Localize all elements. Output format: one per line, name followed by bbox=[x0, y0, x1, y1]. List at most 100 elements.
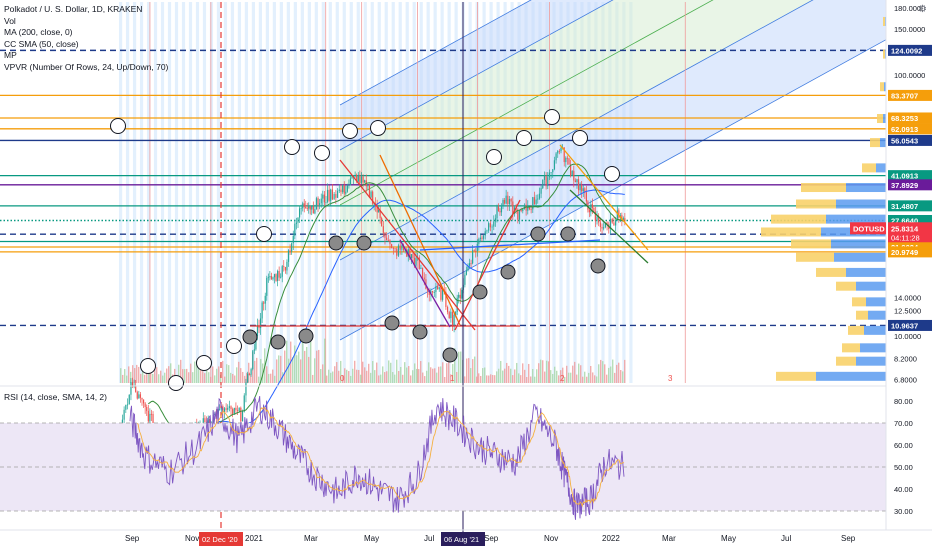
volume-bar bbox=[166, 368, 168, 383]
vpvr-bar-down bbox=[884, 82, 886, 92]
candle-body bbox=[413, 257, 416, 266]
session-stripe bbox=[286, 2, 290, 383]
candle-body bbox=[267, 277, 269, 279]
chart-title[interactable]: Polkadot / U. S. Dollar, 1D, KRAKEN bbox=[4, 4, 143, 14]
indicator-label-1[interactable]: MA (200, close, 0) bbox=[4, 27, 73, 38]
candle-body bbox=[342, 185, 344, 193]
candle-body bbox=[453, 314, 455, 327]
volume-bar bbox=[336, 362, 338, 383]
candle-body bbox=[389, 240, 391, 245]
candle-body bbox=[364, 180, 366, 183]
candle-body bbox=[289, 250, 291, 252]
legend: Polkadot / U. S. Dollar, 1D, KRAKEN Vol … bbox=[4, 4, 168, 74]
volume-bar bbox=[458, 351, 460, 383]
volume-bar bbox=[588, 372, 590, 383]
volume-bar bbox=[186, 368, 188, 383]
candle-body bbox=[428, 290, 430, 295]
candle-body bbox=[406, 249, 408, 257]
filled-circle-marker bbox=[242, 329, 258, 345]
volume-bar bbox=[422, 372, 424, 383]
candle-body bbox=[292, 235, 294, 244]
candle-body bbox=[588, 209, 590, 213]
candle-body bbox=[499, 211, 501, 213]
session-stripe bbox=[258, 2, 262, 383]
volume-bar bbox=[312, 374, 314, 383]
volume-bar bbox=[564, 376, 566, 383]
candle-body bbox=[396, 248, 398, 256]
volume-bar bbox=[120, 368, 122, 383]
open-circle-marker bbox=[110, 118, 126, 134]
rsi-legend[interactable]: RSI (14, close, SMA, 14, 2) bbox=[4, 392, 107, 402]
indicator-label-2[interactable]: CC SMA (50, close) bbox=[4, 38, 79, 49]
candle-body bbox=[336, 190, 339, 198]
vpvr-bar-up bbox=[883, 49, 885, 59]
candle-body bbox=[532, 197, 534, 210]
price-tick-label: 10.0000 bbox=[894, 332, 921, 341]
event-marker-label: 1 bbox=[450, 374, 455, 383]
volume-bar bbox=[478, 373, 480, 383]
candle-body bbox=[566, 157, 569, 159]
candle-body bbox=[571, 170, 573, 176]
volume-bar bbox=[314, 358, 316, 383]
indicator-label-0[interactable]: Vol bbox=[4, 15, 16, 26]
candle-body bbox=[446, 306, 449, 313]
session-stripe bbox=[174, 2, 179, 383]
open-circle-marker bbox=[486, 149, 502, 165]
volume-bar bbox=[486, 375, 488, 383]
candle-body bbox=[325, 202, 327, 203]
candle-body bbox=[138, 394, 140, 399]
vpvr-bar-up bbox=[870, 138, 880, 148]
volume-bar bbox=[450, 374, 452, 383]
time-tick-label: Jul bbox=[781, 534, 791, 543]
candle-body bbox=[618, 210, 620, 218]
candle-body bbox=[266, 277, 268, 296]
candle-body bbox=[317, 198, 319, 205]
indicator-label-3[interactable]: MP bbox=[4, 50, 17, 61]
volume-bar bbox=[512, 375, 514, 383]
volume-bar bbox=[582, 376, 584, 383]
volume-bar bbox=[284, 350, 286, 383]
event-marker-label: 2 bbox=[560, 374, 565, 383]
volume-bar bbox=[296, 355, 298, 383]
volume-bar bbox=[426, 370, 428, 383]
candle-body bbox=[467, 265, 469, 271]
date-highlight-label: 02 Dec '20 bbox=[202, 535, 238, 544]
vpvr-bar-up bbox=[796, 252, 834, 262]
volume-bar bbox=[436, 372, 438, 383]
volume-bar bbox=[258, 376, 260, 383]
price-level-tag bbox=[888, 89, 932, 101]
volume-bar bbox=[298, 351, 300, 383]
ma-200-line bbox=[216, 189, 625, 425]
trendline bbox=[339, 159, 476, 331]
candle-body bbox=[473, 250, 475, 252]
volume-bar bbox=[188, 372, 190, 383]
candle-body bbox=[298, 208, 301, 218]
price-tick-label: 14.0000 bbox=[894, 294, 921, 303]
vpvr-bar-up bbox=[771, 214, 826, 224]
volume-bar bbox=[374, 370, 376, 383]
candle-body bbox=[139, 394, 142, 398]
time-tick-label: Sep bbox=[125, 534, 140, 543]
volume-bar bbox=[348, 371, 350, 383]
candle-body bbox=[464, 274, 466, 285]
volume-bar bbox=[464, 376, 466, 383]
candle-body bbox=[240, 407, 242, 422]
volume-bar bbox=[234, 375, 236, 383]
candle-body bbox=[450, 311, 452, 319]
price-level-tag-label: 27.6640 bbox=[891, 216, 918, 225]
candle-body bbox=[500, 205, 503, 213]
volume-bar bbox=[542, 360, 544, 383]
price-level-tag bbox=[888, 123, 932, 135]
vpvr-bar-down bbox=[856, 281, 886, 291]
candle-body bbox=[553, 160, 556, 170]
indicator-label-4[interactable]: VPVR (Number Of Rows, 24, Up/Down, 70) bbox=[4, 61, 169, 72]
candle-body bbox=[228, 406, 230, 408]
candle-body bbox=[222, 406, 224, 413]
candle-body bbox=[399, 245, 401, 250]
settings-gear-icon[interactable]: ⚙ bbox=[918, 4, 927, 15]
price-tick-label: 100.0000 bbox=[894, 71, 925, 80]
candle-body bbox=[401, 245, 403, 250]
current-price-label: 25.8314 bbox=[891, 224, 919, 233]
candle-body bbox=[125, 404, 127, 410]
